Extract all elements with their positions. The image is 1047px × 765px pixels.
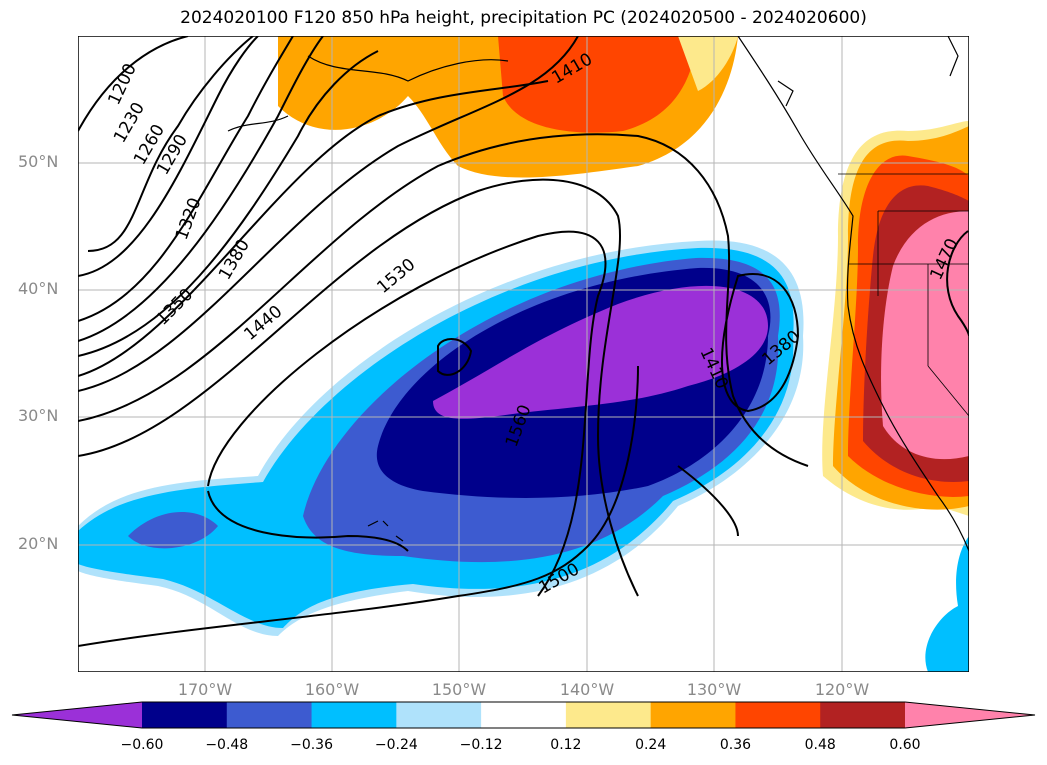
longitude-label: 150°W [431, 680, 487, 699]
latitude-label: 50°N [18, 152, 59, 171]
coastlines [227, 36, 969, 552]
colorbar-block [650, 702, 736, 728]
negative-precip-purple-region [433, 285, 768, 419]
colorbar-tick-label: 0.60 [889, 737, 921, 753]
colorbar-block [735, 702, 821, 728]
colorbar-tick-label: −0.60 [120, 737, 164, 753]
height-contours [78, 36, 969, 647]
colorbar-tick-label: −0.24 [374, 737, 418, 753]
colorbar-block [311, 702, 397, 728]
colorbar [11, 701, 1036, 729]
colorbar-extend-low [12, 702, 142, 728]
colorbar-tick-label: 0.24 [635, 737, 667, 753]
negative-precip-southeast-patch [925, 536, 969, 672]
map-panel: 1200 1230 1260 1290 1320 1350 1380 1440 … [78, 36, 969, 672]
positive-precip-alaska-orange-region [498, 36, 698, 133]
positive-precip-alaska-yellow [678, 36, 738, 91]
latitude-label: 20°N [18, 534, 59, 553]
colorbar-block [820, 702, 906, 728]
contour-label: 1350 [152, 285, 197, 330]
colorbar-outline [11, 701, 1036, 729]
colorbar-tick-label: 0.36 [719, 737, 752, 753]
colorbar-extend-high [905, 702, 1035, 728]
colorbar-tick-label: −0.48 [205, 737, 249, 753]
longitude-label: 120°W [814, 680, 870, 699]
colorbar-block [142, 702, 228, 728]
contour-label: 1320 [172, 195, 206, 242]
map-title: 2024020100 F120 850 hPa height, precipit… [180, 8, 867, 28]
contour-label: 1440 [240, 302, 286, 345]
longitude-label: 170°W [177, 680, 233, 699]
colorbar-block [226, 702, 313, 728]
colorbar-block [481, 702, 567, 728]
colorbar-block [396, 702, 482, 728]
colorbar-block [565, 702, 652, 728]
longitude-label: 140°W [559, 680, 615, 699]
colorbar-tick-label: −0.12 [459, 737, 503, 753]
colorbar-tick-label: 0.12 [550, 737, 582, 753]
colorbar-tick-label: −0.36 [290, 737, 333, 753]
latitude-label: 40°N [18, 279, 59, 298]
longitude-label: 160°W [304, 680, 360, 699]
latitude-label: 30°N [18, 406, 59, 425]
colorbar-tick-label: 0.48 [804, 737, 836, 753]
longitude-label: 130°W [686, 680, 742, 699]
graticule [78, 36, 969, 672]
